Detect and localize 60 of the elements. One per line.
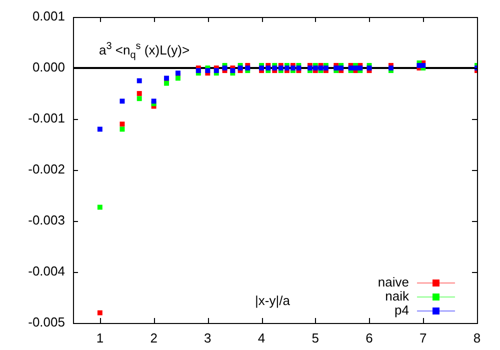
- point: [266, 66, 271, 70]
- point: [176, 76, 180, 81]
- point: [259, 66, 264, 70]
- point: [151, 98, 156, 104]
- point: [97, 310, 102, 316]
- point: [120, 122, 125, 127]
- point: [353, 66, 358, 70]
- point: [120, 98, 125, 104]
- point: [230, 68, 236, 74]
- point: [238, 66, 243, 70]
- y-tick-label: -0.003: [28, 212, 65, 228]
- point: [136, 91, 142, 96]
- point: [420, 62, 426, 68]
- point: [312, 66, 318, 70]
- point: [120, 126, 125, 132]
- y-tick-label: -0.002: [28, 162, 65, 177]
- point: [164, 76, 169, 81]
- point: [338, 66, 344, 70]
- text: a$^{3}$ <n$_{q}$$^{s}$ (x)L(y)>: [99, 41, 190, 61]
- point: [334, 66, 339, 70]
- point: [196, 68, 201, 74]
- legend-label: p4: [394, 302, 409, 318]
- point: [318, 66, 324, 70]
- point: [176, 70, 180, 76]
- y-tick-label: 0.000: [32, 60, 65, 75]
- x-tick-label: 6: [366, 330, 373, 346]
- x-tick-label: 3: [204, 330, 212, 346]
- point: [164, 80, 169, 86]
- point: [366, 66, 372, 70]
- x-tick-label: 5: [312, 330, 320, 346]
- y-tick-label: -0.005: [28, 314, 65, 330]
- x-tick-label: 1: [96, 330, 104, 346]
- y-tick-label: -0.001: [28, 110, 65, 126]
- point: [214, 68, 219, 74]
- point: [358, 66, 363, 70]
- x-tick-label: 8: [473, 330, 481, 346]
- point: [205, 68, 210, 74]
- point: [245, 66, 250, 70]
- point: [222, 66, 228, 70]
- point: [284, 66, 290, 70]
- point: [136, 96, 142, 102]
- point: [323, 66, 328, 70]
- point: [290, 66, 296, 70]
- x-tick-label: 4: [258, 330, 266, 346]
- point: [348, 66, 354, 70]
- point: [296, 66, 302, 70]
- x-axis-title: |x-y|/a: [255, 293, 290, 308]
- point: [272, 66, 278, 70]
- x-tick-label: 2: [150, 330, 158, 346]
- point: [136, 78, 142, 84]
- point: [307, 66, 312, 70]
- y-tick-label: -0.004: [28, 264, 65, 279]
- y-tick-label: 0.001: [32, 8, 65, 24]
- legend-label: naive: [378, 274, 409, 290]
- point: [97, 204, 102, 210]
- point: [97, 126, 102, 132]
- legend-label: naik: [385, 288, 410, 304]
- x-tick-label: 7: [420, 330, 427, 346]
- point: [278, 66, 284, 70]
- point: [388, 66, 394, 70]
